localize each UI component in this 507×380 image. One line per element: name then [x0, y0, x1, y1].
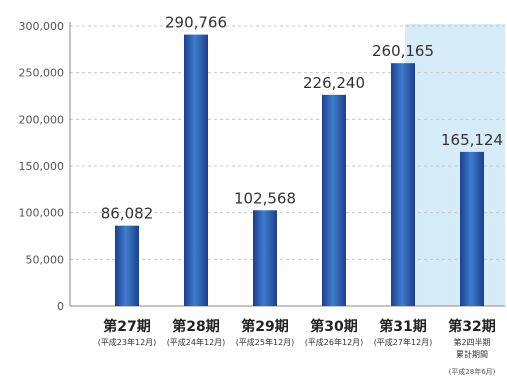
y-tick-label: 50,000	[26, 253, 65, 266]
data-label: 86,082	[101, 205, 154, 223]
y-tick-label: 200,000	[19, 113, 65, 126]
category-label: 第29期	[241, 318, 288, 335]
category-sublabel: (平成25年12月)	[236, 337, 295, 347]
category-sublabel: (平成23年12月)	[98, 337, 157, 347]
category-sublabel: 第2四半期	[453, 337, 490, 347]
category-label: 第32期	[448, 318, 495, 335]
footnote-label: (平成28年6月)	[449, 367, 496, 376]
data-label: 290,766	[165, 14, 227, 32]
category-label: 第31期	[379, 318, 426, 335]
data-label: 260,165	[372, 42, 434, 60]
bar	[460, 151, 484, 306]
category-sublabel: (平成27年12月)	[374, 337, 433, 347]
bar	[391, 63, 415, 306]
bar	[115, 225, 139, 306]
y-tick-label: 250,000	[19, 67, 65, 80]
bar	[184, 34, 208, 306]
category-sublabel: (平成26年12月)	[305, 337, 364, 347]
bar	[322, 94, 346, 306]
bar	[253, 210, 277, 306]
y-tick-label: 100,000	[19, 207, 65, 220]
category-label: 第28期	[172, 318, 219, 335]
highlight-background	[405, 24, 505, 306]
y-tick-label: 150,000	[19, 160, 65, 173]
y-tick-label: 300,000	[19, 20, 65, 33]
category-sublabel: (平成24年12月)	[167, 337, 226, 347]
category-sublabel: 累計期間	[456, 349, 488, 359]
data-label: 102,568	[234, 189, 296, 207]
category-label: 第30期	[310, 318, 357, 335]
data-label: 165,124	[441, 131, 503, 149]
category-label: 第27期	[103, 318, 150, 335]
data-label: 226,240	[303, 74, 365, 92]
y-tick-label: 0	[57, 300, 64, 313]
